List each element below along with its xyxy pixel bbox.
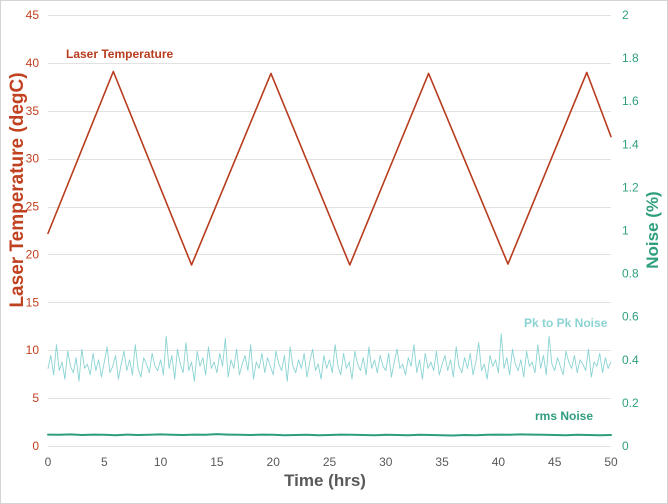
right-y-axis-ticks: 0 0.2 0.4 0.6 0.8 1 1.2 1.4 1.6 1.8 2 — [622, 8, 639, 453]
right-y-tick-label: 1.8 — [622, 51, 639, 65]
left-y-tick-label: 15 — [26, 295, 40, 309]
x-tick-label: 25 — [323, 455, 337, 469]
x-tick-label: 0 — [45, 455, 52, 469]
right-y-tick-label: 0.2 — [622, 396, 639, 410]
right-y-tick-label: 1.6 — [622, 94, 639, 108]
x-axis-title: Time (hrs) — [284, 471, 366, 490]
right-y-tick-label: 0.8 — [622, 267, 639, 281]
right-y-tick-label: 0.6 — [622, 310, 639, 324]
left-y-tick-label: 35 — [26, 104, 40, 118]
left-y-tick-label: 40 — [26, 56, 40, 70]
series-line-pk-to-pk-noise — [47, 333, 612, 382]
x-tick-label: 40 — [492, 455, 506, 469]
x-tick-label: 20 — [267, 455, 281, 469]
right-y-tick-label: 2 — [622, 8, 629, 22]
left-y-tick-label: 0 — [32, 439, 39, 453]
x-tick-label: 10 — [154, 455, 168, 469]
series-line-rms-noise — [47, 433, 612, 437]
x-tick-label: 45 — [548, 455, 562, 469]
gridlines — [48, 15, 611, 447]
series-lines — [47, 70, 612, 437]
right-y-axis-title: Noise (%) — [643, 191, 662, 268]
left-y-tick-label: 45 — [26, 8, 40, 22]
left-y-tick-label: 25 — [26, 200, 40, 214]
right-y-tick-label: 1 — [622, 224, 629, 238]
x-tick-label: 15 — [210, 455, 224, 469]
series-label-laser-temperature: Laser Temperature — [66, 47, 173, 61]
right-y-tick-label: 1.2 — [622, 180, 639, 194]
series-label-rms-noise: rms Noise — [535, 409, 593, 423]
x-axis-ticks: 0 5 10 15 20 25 30 35 40 45 50 — [45, 455, 618, 469]
right-y-tick-label: 0 — [622, 439, 629, 453]
right-y-tick-label: 0.4 — [622, 353, 639, 367]
left-y-tick-label: 5 — [32, 391, 39, 405]
series-label-pk-to-pk-noise: Pk to Pk Noise — [524, 316, 608, 330]
left-y-tick-label: 10 — [26, 343, 40, 357]
x-tick-label: 50 — [604, 455, 618, 469]
x-tick-label: 30 — [379, 455, 393, 469]
left-y-axis-ticks: 0 5 10 15 20 25 30 35 40 45 — [26, 8, 40, 453]
series-line-laser-temperature — [47, 70, 612, 266]
x-tick-label: 5 — [101, 455, 108, 469]
left-y-tick-label: 20 — [26, 247, 40, 261]
left-y-axis-title: Laser Temperature (degC) — [7, 72, 28, 307]
left-y-tick-label: 30 — [26, 152, 40, 166]
x-tick-label: 35 — [435, 455, 449, 469]
right-y-tick-label: 1.4 — [622, 137, 639, 151]
